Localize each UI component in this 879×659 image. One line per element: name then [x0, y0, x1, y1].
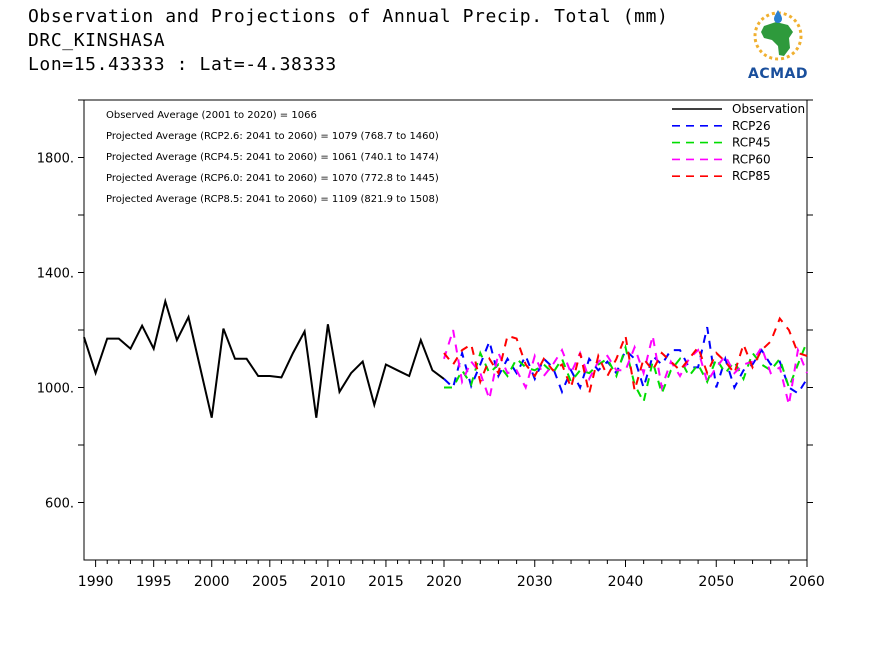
- series-line-observation: [83, 297, 445, 418]
- y-tick-label: 600.: [45, 497, 74, 512]
- x-tick-label: 2010: [310, 574, 346, 590]
- annotation-line: Projected Average (RCP2.6: 2041 to 2060)…: [106, 131, 439, 142]
- africa-logo-icon: [753, 10, 803, 61]
- x-tick-label: 2015: [368, 574, 404, 590]
- legend-label-observation: Observation: [732, 102, 805, 116]
- annotation-line: Projected Average (RCP8.5: 2041 to 2060)…: [106, 194, 439, 205]
- y-tick-label: 1400.: [37, 267, 74, 282]
- series-line-rcp45: [444, 341, 808, 405]
- chart-header: Observation and Projections of Annual Pr…: [28, 5, 668, 77]
- series-line-rcp60: [443, 329, 808, 406]
- x-tick-label: 1990: [78, 574, 114, 590]
- location-name: DRC_KINSHASA: [28, 30, 166, 51]
- x-tick-label: 2050: [698, 574, 734, 590]
- annotation-line: Projected Average (RCP6.0: 2041 to 2060)…: [106, 173, 439, 184]
- legend-label-rcp26: RCP26: [732, 119, 771, 133]
- x-tick-label: 2020: [426, 574, 462, 590]
- x-tick-label: 2060: [789, 574, 825, 590]
- location-coords: Lon=15.43333 : Lat=-4.38333: [28, 54, 337, 75]
- x-tick-label: 2030: [517, 574, 553, 590]
- x-tick-label: 1995: [136, 574, 172, 590]
- annotation-line: Observed Average (2001 to 2020) = 1066: [106, 110, 317, 121]
- x-tick-label: 2040: [608, 574, 644, 590]
- acmad-logo: ACMAD: [738, 8, 818, 83]
- x-tick-label: 2000: [194, 574, 230, 590]
- legend-label-rcp85: RCP85: [732, 169, 771, 183]
- y-tick-label: 1000.: [37, 382, 74, 397]
- chart-title: Observation and Projections of Annual Pr…: [28, 6, 669, 27]
- annotation-line: Projected Average (RCP4.5: 2041 to 2060)…: [106, 152, 439, 163]
- logo-text: ACMAD: [748, 66, 808, 82]
- series-line-rcp85: [443, 316, 808, 394]
- y-tick-label: 1800.: [37, 152, 74, 167]
- legend-label-rcp60: RCP60: [732, 152, 771, 166]
- x-tick-label: 2005: [252, 574, 288, 590]
- legend-label-rcp45: RCP45: [732, 136, 771, 150]
